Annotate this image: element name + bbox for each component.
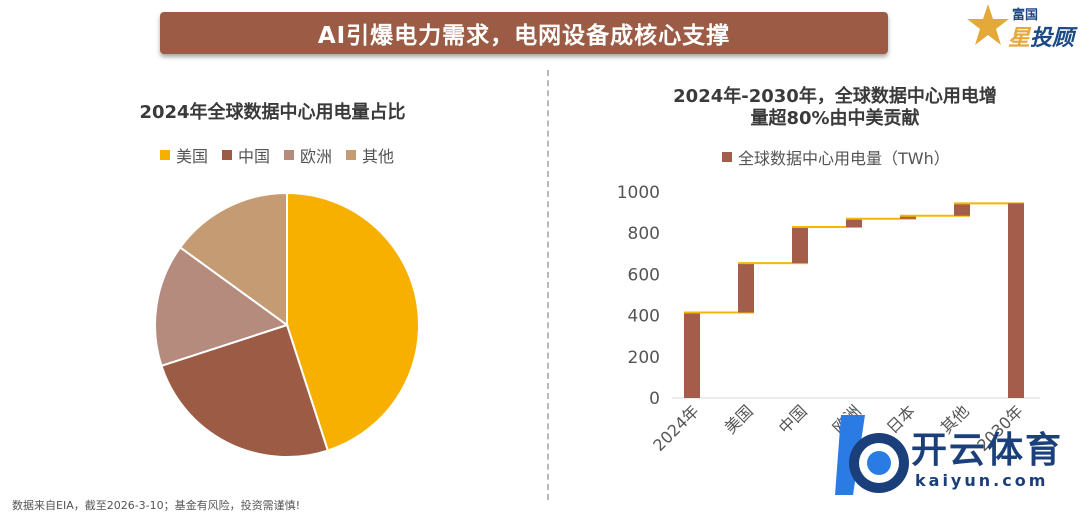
- legend-swatch: [722, 152, 732, 162]
- pie-legend: 美国 中国 欧洲 其他: [160, 143, 394, 167]
- x-tick-label: 美国: [721, 401, 757, 437]
- waterfall-chart-title: 2024年-2030年，全球数据中心用电增 量超80%由中美贡献: [673, 86, 997, 129]
- watermark-text-cn: 开云体育: [911, 430, 1064, 471]
- legend-swatch: [346, 150, 357, 160]
- waterfall-bar: [792, 227, 808, 264]
- header-banner: AI引爆电力需求，电网设备成核心支撑: [160, 12, 888, 54]
- legend-swatch: [160, 150, 170, 160]
- kaiyun-logo-icon: [835, 415, 909, 495]
- legend-item-other: 其他: [346, 143, 394, 167]
- legend-item-europe: 欧洲: [284, 143, 332, 167]
- y-tick-label: 1000: [617, 183, 660, 203]
- star-icon: [967, 4, 1009, 45]
- waterfall-bar: [1008, 203, 1024, 398]
- y-tick-label: 400: [628, 307, 660, 327]
- legend-item-china: 中国: [222, 143, 270, 167]
- waterfall-legend: 全球数据中心用电量（TWh）: [722, 145, 950, 169]
- section-divider: [547, 70, 549, 500]
- pie-slice: [178, 191, 288, 327]
- waterfall-bar: [846, 218, 862, 228]
- watermark: 开云体育 kaiyun.com: [835, 405, 1080, 513]
- legend-item-consumption: 全球数据中心用电量（TWh）: [722, 145, 950, 169]
- footnote: 数据来自EIA，截至2026-3-10；基金有风险，投资需谨慎!: [12, 499, 301, 512]
- legend-swatch: [222, 150, 233, 160]
- pie-chart-title: 2024年全球数据中心用电量占比: [139, 102, 406, 123]
- y-tick-label: 600: [628, 265, 660, 285]
- y-tick-label: 0: [649, 389, 660, 409]
- y-tick-label: 800: [628, 224, 660, 244]
- legend-swatch: [284, 150, 295, 160]
- x-tick-label: 中国: [775, 401, 811, 437]
- pie-slice: [154, 246, 290, 368]
- waterfall-bar: [684, 312, 700, 398]
- watermark-text-en: kaiyun.com: [915, 471, 1049, 490]
- pie-slice: [286, 191, 420, 452]
- logo-text-main: 星投顾: [1008, 26, 1075, 51]
- waterfall-bar: [900, 215, 916, 219]
- logo-text-top: 富国: [1012, 8, 1039, 23]
- page-title: AI引爆电力需求，电网设备成核心支撑: [317, 23, 731, 49]
- legend-item-us: 美国: [160, 143, 208, 167]
- x-tick-label: 2024年: [649, 401, 703, 455]
- pie-chart: [154, 191, 420, 458]
- waterfall-bar: [954, 203, 970, 216]
- pie-slice: [160, 323, 330, 458]
- y-tick-label: 200: [628, 348, 660, 368]
- waterfall-chart: 020040060080010002024年美国中国欧洲日本其他2030年: [617, 183, 1040, 455]
- waterfall-bar: [738, 263, 754, 313]
- brand-logo: 富国 星投顾: [966, 0, 1076, 52]
